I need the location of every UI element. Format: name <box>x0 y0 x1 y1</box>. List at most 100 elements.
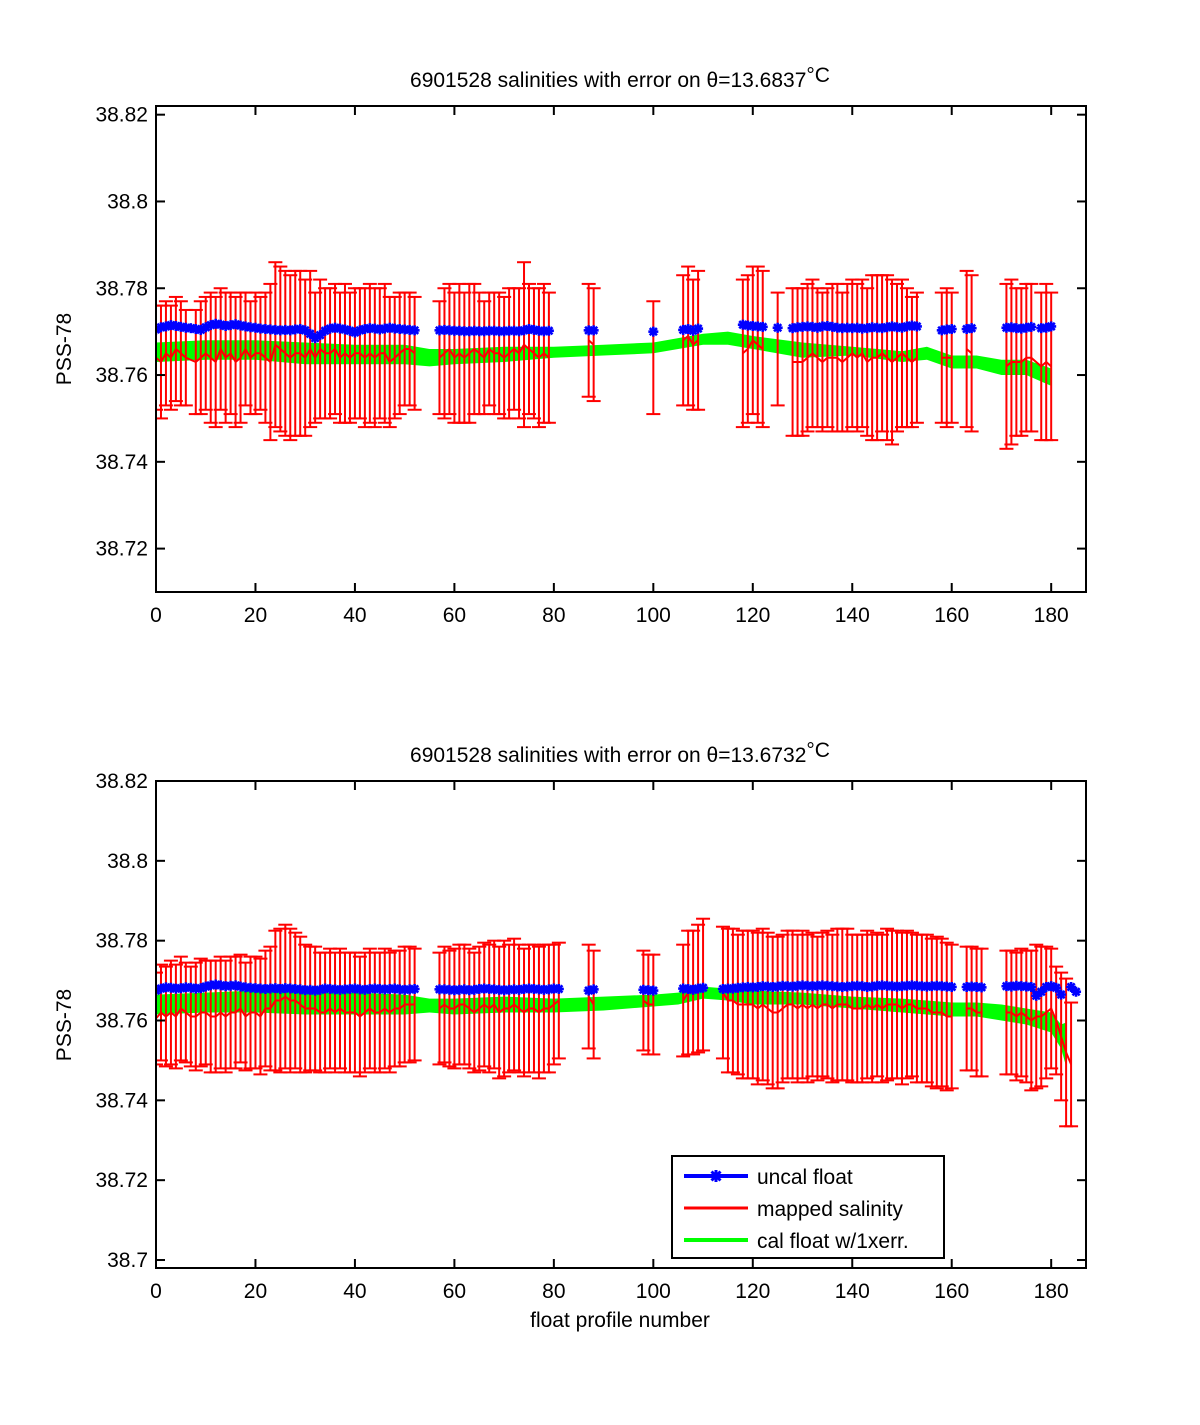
mapped-salinity-errorbar <box>691 269 706 411</box>
plot-frame-bottom <box>155 780 1087 1269</box>
plot-area-bottom <box>156 917 1082 1128</box>
mapped-salinity-errorbar <box>193 957 208 1068</box>
y-tick-label: 38.72 <box>95 538 148 561</box>
mapped-salinity-errorbar <box>974 947 989 1078</box>
mapped-salinity-errorbar <box>517 261 532 429</box>
plot-series <box>156 261 1059 450</box>
uncal-float-point <box>1026 321 1037 332</box>
mapped-salinity-errorbar <box>1039 945 1054 1080</box>
x-tick-label: 40 <box>343 1280 366 1303</box>
y-axis-label-bottom: PSS-78 <box>53 989 76 1061</box>
uncal-float-point <box>911 321 922 332</box>
x-axis-label-bottom: float profile number <box>530 1309 710 1332</box>
uncal-float-point <box>648 985 659 996</box>
mapped-salinity-errorbar <box>407 947 422 1062</box>
y-tick-label: 38.7 <box>107 1249 148 1272</box>
mapped-salinity-errorbar <box>939 287 954 429</box>
uncal-float-point <box>588 984 599 995</box>
uncal-float-point <box>409 983 420 994</box>
y-tick-label: 38.74 <box>95 451 148 474</box>
legend-label-mapped: mapped salinity <box>757 1198 903 1221</box>
mapped-salinity-series <box>156 917 1079 1128</box>
y-tick-label: 38.82 <box>95 104 148 127</box>
legend-label-uncal: uncal float <box>757 1166 853 1189</box>
mapped-salinity-errorbar <box>1044 291 1059 442</box>
mapped-salinity-errorbar <box>586 949 601 1060</box>
uncal-float-point <box>543 325 554 336</box>
y-tick-label: 38.8 <box>107 850 148 873</box>
uncal-float-point <box>1046 321 1057 332</box>
mapped-salinity-errorbar <box>770 291 785 407</box>
uncal-float-point <box>1071 986 1082 997</box>
mapped-salinity-errorbar <box>541 291 556 424</box>
plot-series <box>156 917 1082 1128</box>
uncal-float-point <box>946 324 957 335</box>
plot-area-top <box>156 261 1059 450</box>
uncal-float-series <box>156 318 1057 344</box>
y-axis-label-top: PSS-78 <box>53 313 76 385</box>
mapped-salinity-errorbar <box>755 269 770 429</box>
y-tick-label: 38.72 <box>95 1169 148 1192</box>
x-tick-label: 140 <box>835 1280 870 1303</box>
legend: uncal float mapped salinity cal float w/… <box>671 1155 945 1259</box>
y-tick-label: 38.8 <box>107 190 148 213</box>
mapped-salinity-errorbar <box>1024 282 1039 433</box>
mapped-salinity-errorbar <box>944 291 959 424</box>
uncal-float-point <box>772 322 783 333</box>
mapped-salinity-errorbar <box>929 935 944 1090</box>
uncal-float-point <box>553 983 564 994</box>
mapped-salinity-errorbar <box>407 295 422 411</box>
mapped-salinity-errorbar <box>880 927 895 1082</box>
x-tick-label: 20 <box>244 604 267 627</box>
uncal-float-point <box>648 326 659 337</box>
mapped-salinity-line <box>156 342 416 364</box>
uncal-float-point <box>693 323 704 334</box>
x-tick-label: 60 <box>443 604 466 627</box>
y-tick-label: 38.76 <box>95 1010 148 1033</box>
x-tick-label: 100 <box>636 1280 671 1303</box>
plot-frame-top <box>155 105 1087 593</box>
axis-ticks-top: 0 20 40 60 80 100 120 140 160 180 38.72 38.74 38.76 3… <box>95 104 1086 627</box>
mapped-salinity-errorbar <box>939 941 954 1092</box>
mapped-salinity-errorbar <box>303 269 318 429</box>
mapped-salinity-errorbar <box>551 941 566 1060</box>
mapped-salinity-line <box>682 334 699 347</box>
x-tick-label: 120 <box>735 1280 770 1303</box>
mapped-salinity-errorbar <box>899 929 914 1080</box>
mapped-salinity-series <box>156 261 1059 450</box>
legend-item-uncal: uncal float <box>684 1166 853 1189</box>
x-tick-label: 140 <box>835 604 870 627</box>
y-tick-label: 38.76 <box>95 364 148 387</box>
chart-title-bottom: 6901528 salinities with error on θ=13.67… <box>410 739 830 767</box>
x-tick-label: 40 <box>343 604 366 627</box>
legend-item-cal: cal float w/1xerr. <box>684 1230 909 1253</box>
uncal-float-point <box>966 323 977 334</box>
mapped-salinity-errorbar <box>964 274 979 433</box>
uncal-float-point <box>976 982 987 993</box>
y-tick-label: 38.78 <box>95 277 148 300</box>
x-tick-label: 160 <box>934 1280 969 1303</box>
legend-item-mapped: mapped salinity <box>684 1198 903 1221</box>
uncal-float-point <box>1056 989 1067 1000</box>
y-tick-label: 38.74 <box>95 1089 148 1112</box>
uncal-float-point <box>588 325 599 336</box>
legend-marker-uncal <box>710 1170 722 1182</box>
mapped-salinity-errorbar <box>298 943 313 1074</box>
axis-ticks-bottom: 0 20 40 60 80 100 120 140 160 180 38.7 38.72 38.74 38… <box>95 770 1086 1303</box>
mapped-salinity-errorbar <box>402 945 417 1064</box>
x-tick-label: 20 <box>244 1280 267 1303</box>
chart-title-top: 6901528 salinities with error on θ=13.68… <box>410 64 830 92</box>
mapped-salinity-errorbar <box>909 291 924 424</box>
x-tick-label: 0 <box>150 604 162 627</box>
chart-panel-bottom: 6901528 salinities with error on θ=13.67… <box>53 739 1087 1332</box>
x-tick-label: 60 <box>443 1280 466 1303</box>
chart-panel-top: 6901528 salinities with error on θ=13.68… <box>53 64 1087 627</box>
x-tick-label: 180 <box>1034 604 1069 627</box>
uncal-float-point <box>698 982 709 993</box>
mapped-salinity-errorbar <box>1004 278 1019 446</box>
uncal-float-point <box>409 325 420 336</box>
x-tick-label: 120 <box>735 604 770 627</box>
mapped-salinity-errorbar <box>944 943 959 1090</box>
